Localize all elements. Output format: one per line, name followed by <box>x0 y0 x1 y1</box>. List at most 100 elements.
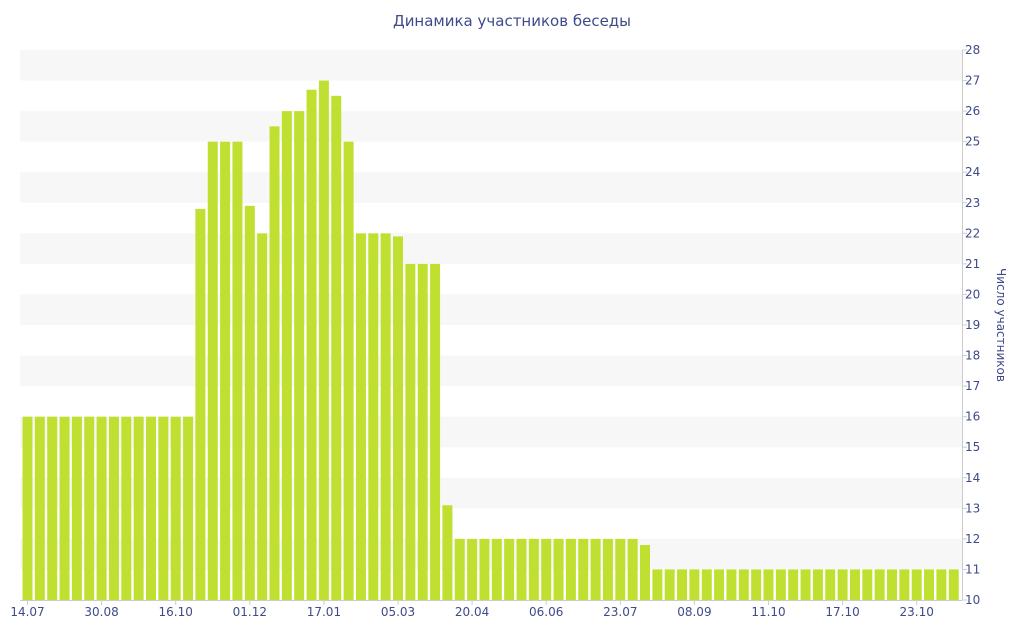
x-tick-label: 08.09 <box>677 605 711 619</box>
x-tick-label: 01.12 <box>233 605 267 619</box>
bar <box>726 569 737 600</box>
bar <box>146 416 156 600</box>
bar <box>467 538 478 600</box>
bar <box>207 141 218 601</box>
bar <box>899 569 910 600</box>
x-tick-label: 30.08 <box>84 605 118 619</box>
x-ticks-group: 14.07 30.08 16.10 01.12 17.01 05.03 20.04 06.06… <box>10 600 934 619</box>
grid-band <box>20 50 962 81</box>
bar <box>108 416 119 600</box>
y-tick-label: 28 <box>965 43 980 57</box>
y-tick-label: 15 <box>965 440 980 454</box>
x-tick-label: 06.06 <box>529 605 563 619</box>
bar <box>948 569 959 600</box>
bar <box>294 111 305 601</box>
bar <box>924 569 935 600</box>
x-tick-label: 17.10 <box>825 605 859 619</box>
bar <box>430 263 441 600</box>
bar <box>454 538 465 600</box>
bar <box>578 538 589 600</box>
y-tick-label: 16 <box>965 410 980 424</box>
bar <box>368 233 379 600</box>
y-tick-label: 25 <box>965 135 980 149</box>
grid-band <box>20 111 962 142</box>
y-tick-label: 17 <box>965 379 980 393</box>
bar <box>380 233 391 600</box>
bar <box>528 538 539 600</box>
bar <box>47 416 58 600</box>
bar <box>355 233 366 600</box>
bar <box>71 416 82 600</box>
x-tick-label: 17.01 <box>307 605 341 619</box>
bar <box>689 569 700 600</box>
bar <box>738 569 749 600</box>
bar <box>121 416 132 600</box>
y-tick-label: 12 <box>965 532 980 546</box>
bar <box>677 569 688 600</box>
y-tick-label: 19 <box>965 318 980 332</box>
bar <box>553 538 564 600</box>
grid-band <box>20 172 962 203</box>
bar <box>615 538 626 600</box>
bars-group <box>22 80 959 601</box>
bar <box>602 538 613 600</box>
y-tick-label: 14 <box>965 471 980 485</box>
bar <box>775 569 786 600</box>
bar <box>343 141 354 601</box>
grid-band <box>20 355 962 387</box>
grid-band <box>20 294 962 325</box>
bar <box>763 569 774 600</box>
bar <box>133 416 144 600</box>
y-tick-label: 11 <box>965 562 980 576</box>
x-tick-label: 05.03 <box>381 605 415 619</box>
bar <box>183 416 194 600</box>
bar <box>788 569 799 600</box>
bar <box>59 416 70 600</box>
y-tick-label: 24 <box>965 165 980 179</box>
bar <box>442 505 453 600</box>
bar <box>627 538 638 600</box>
bar <box>887 569 897 600</box>
bar <box>751 569 762 600</box>
y-tick-label: 26 <box>965 104 980 118</box>
bar <box>331 95 342 600</box>
bar <box>306 89 317 600</box>
bar <box>701 569 712 600</box>
bar <box>195 208 206 600</box>
x-tick-label: 23.10 <box>900 605 934 619</box>
y-tick-label: 18 <box>965 349 980 363</box>
bar <box>220 141 231 601</box>
bar <box>491 538 502 600</box>
y-tick-label: 22 <box>965 226 980 240</box>
y-tick-label: 10 <box>965 593 980 607</box>
bar <box>479 538 490 600</box>
bar <box>652 569 663 600</box>
bar <box>541 538 552 600</box>
y-tick-label: 13 <box>965 501 980 515</box>
bar <box>849 569 860 600</box>
bar <box>318 80 329 600</box>
x-tick-label: 23.07 <box>603 605 637 619</box>
x-tick-label: 20.04 <box>455 605 489 619</box>
bar <box>936 569 947 600</box>
bar <box>405 263 416 600</box>
bar <box>664 569 675 600</box>
bar <box>84 416 95 600</box>
bar <box>504 538 515 600</box>
y-ticks-group: 10 11 12 13 14 15 16 17 18 19 20 21 22 23 24 25 26 27 28 <box>962 43 980 607</box>
bar <box>158 416 169 600</box>
bar <box>825 569 836 600</box>
grid-band <box>20 233 962 264</box>
bar <box>417 263 428 600</box>
bar <box>34 416 45 600</box>
bar <box>232 141 243 601</box>
bar <box>269 126 280 600</box>
bar <box>874 569 885 600</box>
bar <box>393 236 403 600</box>
bar <box>590 538 601 600</box>
bar <box>565 538 576 600</box>
bar <box>800 569 811 600</box>
bar <box>640 545 650 600</box>
y-tick-label: 27 <box>965 74 980 88</box>
